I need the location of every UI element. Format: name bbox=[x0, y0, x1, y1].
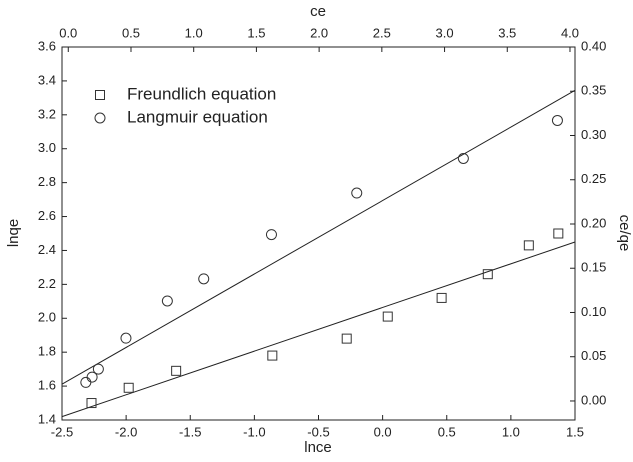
x2-tick-label: 3.0 bbox=[436, 25, 454, 40]
x-tick-label: -0.5 bbox=[307, 424, 329, 439]
y-tick-label: 1.8 bbox=[38, 344, 56, 359]
y-tick-label: 3.6 bbox=[38, 38, 56, 53]
x-tick-label: -1.5 bbox=[179, 424, 201, 439]
y-tick-label: 2.8 bbox=[38, 174, 56, 189]
data-point bbox=[86, 371, 98, 383]
x-tick-label: -2.0 bbox=[115, 424, 137, 439]
data-point bbox=[351, 187, 363, 199]
x2-tick-label: 2.5 bbox=[373, 25, 391, 40]
y2-tick-label: 0.10 bbox=[581, 304, 606, 319]
x-tick-label: 0.0 bbox=[374, 424, 392, 439]
x2-tick-label: 2.0 bbox=[310, 25, 328, 40]
y2-tick-label: 0.15 bbox=[581, 260, 606, 275]
data-point bbox=[436, 292, 447, 303]
y-tick-label: 3.2 bbox=[38, 106, 56, 121]
x-tick-label: -2.5 bbox=[51, 424, 73, 439]
data-point bbox=[267, 350, 278, 361]
y-tick-label: 1.6 bbox=[38, 378, 56, 393]
y2-tick-label: 0.20 bbox=[581, 215, 606, 230]
legend-marker bbox=[95, 90, 105, 100]
data-point bbox=[171, 365, 182, 376]
x-tick-label: 1.5 bbox=[566, 424, 584, 439]
y-axis-label: lnqe bbox=[5, 219, 22, 247]
x-tick-label: 0.5 bbox=[438, 424, 456, 439]
x2-tick-label: 0.5 bbox=[122, 25, 140, 40]
fit-line bbox=[61, 89, 576, 385]
x-tick-label: 1.0 bbox=[502, 424, 520, 439]
x2-tick-label: 1.0 bbox=[185, 25, 203, 40]
y-tick-label: 2.0 bbox=[38, 310, 56, 325]
y-tick-label: 2.6 bbox=[38, 208, 56, 223]
data-point bbox=[341, 333, 352, 344]
y2-tick-label: 0.40 bbox=[581, 38, 606, 53]
data-point bbox=[553, 228, 564, 239]
x2-tick-label: 0.0 bbox=[59, 25, 77, 40]
y2-tick-label: 0.25 bbox=[581, 171, 606, 186]
data-point bbox=[92, 363, 104, 375]
y-tick-label: 2.2 bbox=[38, 276, 56, 291]
x2-tick-label: 1.5 bbox=[247, 25, 265, 40]
y-tick-label: 2.4 bbox=[38, 242, 56, 257]
legend-marker bbox=[94, 112, 106, 124]
y2-axis-label: ce/qe bbox=[616, 215, 633, 252]
x-axis-label: lnce bbox=[304, 439, 332, 456]
data-point bbox=[198, 273, 210, 285]
data-point bbox=[265, 229, 277, 241]
data-point bbox=[86, 398, 97, 409]
data-point bbox=[482, 269, 493, 280]
y2-tick-label: 0.30 bbox=[581, 127, 606, 142]
x2-axis-label: ce bbox=[310, 3, 326, 20]
y2-tick-label: 0.35 bbox=[581, 83, 606, 98]
data-point bbox=[161, 295, 173, 307]
y-tick-label: 1.4 bbox=[38, 411, 56, 426]
data-point bbox=[523, 240, 534, 251]
data-point bbox=[551, 114, 563, 126]
x2-tick-label: 3.5 bbox=[498, 25, 516, 40]
legend-label: Freundlich equation bbox=[127, 84, 276, 103]
x2-tick-label: 4.0 bbox=[561, 25, 579, 40]
y-tick-label: 3.4 bbox=[38, 72, 56, 87]
y2-tick-label: 0.05 bbox=[581, 348, 606, 363]
y2-tick-label: 0.00 bbox=[581, 392, 606, 407]
data-point bbox=[457, 153, 469, 165]
fit-line bbox=[61, 241, 576, 418]
legend-label: Langmuir equation bbox=[127, 107, 268, 126]
data-point bbox=[80, 376, 92, 388]
data-point bbox=[382, 311, 393, 322]
data-point bbox=[123, 382, 134, 393]
x-tick-label: -1.0 bbox=[243, 424, 265, 439]
data-point bbox=[120, 332, 132, 344]
y-tick-label: 3.0 bbox=[38, 140, 56, 155]
